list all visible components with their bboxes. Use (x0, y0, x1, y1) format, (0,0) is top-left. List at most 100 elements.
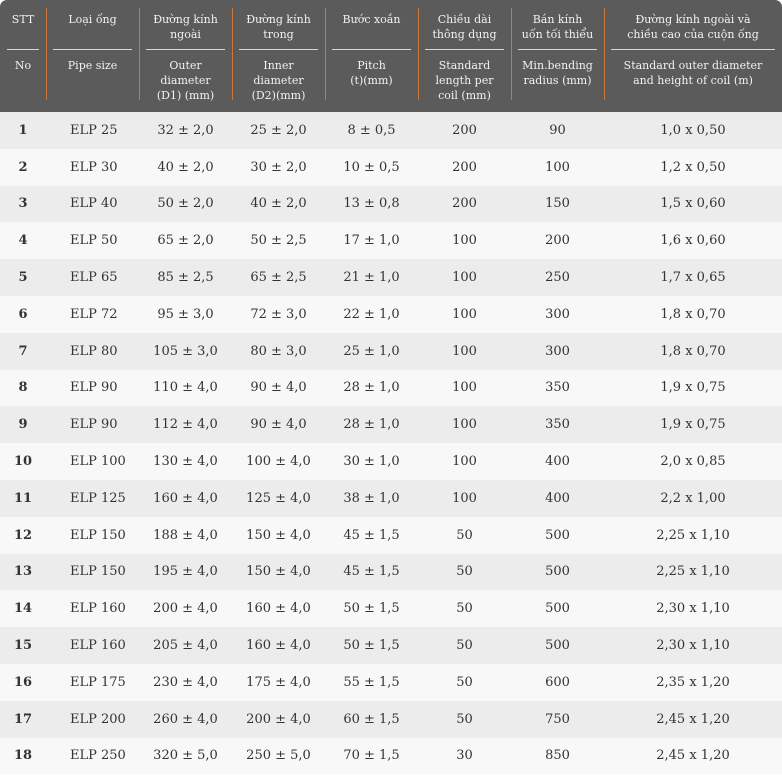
cell-text: 95 ± 3,0 (157, 306, 214, 322)
column-separator (139, 8, 140, 100)
table-cell: 188 ± 4,0 (139, 517, 232, 554)
cell-text: 2,25 x 1,10 (656, 527, 730, 543)
table-cell: 250 ± 5,0 (232, 738, 325, 775)
table-cell: 100 (418, 259, 511, 296)
table-cell: 55 ± 1,5 (325, 664, 418, 701)
cell-text: 2,35 x 1,20 (656, 674, 730, 690)
cell-text: 30 ± 2,0 (250, 159, 307, 175)
table-cell: 600 (511, 664, 604, 701)
header-cell: Chiều dài thông dụng Standard length per coi… (418, 0, 511, 112)
table-cell: 350 (511, 370, 604, 407)
table-cell: 100 (418, 480, 511, 517)
table-cell: 125 ± 4,0 (232, 480, 325, 517)
header-cell: Loại ống Pipe size (46, 0, 139, 112)
cell-text: 200 (452, 159, 477, 175)
table-cell: 17 ± 1,0 (325, 222, 418, 259)
cell-text: 70 ± 1,5 (343, 748, 400, 764)
cell-text: 72 ± 3,0 (250, 306, 307, 322)
table-cell: 400 (511, 480, 604, 517)
cell-text: ELP 125 (70, 490, 126, 506)
cell-text: 14 (13, 601, 33, 617)
table-cell: 2,45 x 1,20 (604, 738, 782, 775)
cell-text: 112 ± 4,0 (153, 417, 218, 433)
header-line: coil (mm) (438, 89, 491, 102)
cell-text: 1,2 x 0,50 (660, 159, 726, 175)
cell-text: 100 (452, 270, 477, 286)
table-cell: ELP 90 (46, 370, 139, 407)
table-cell: 2,25 x 1,10 (604, 554, 782, 591)
table-cell: 200 (418, 112, 511, 149)
table-cell: ELP 25 (46, 112, 139, 149)
header-rule (7, 49, 39, 50)
table-cell: 70 ± 1,5 (325, 738, 418, 775)
header-cell: Bước xoắn Pitch (t)(mm) (325, 0, 418, 112)
table-cell: 32 ± 2,0 (139, 112, 232, 149)
header-vi: Đường kính ngoài (139, 12, 232, 42)
table-cell: 28 ± 1,0 (325, 370, 418, 407)
cell-text: 90 ± 4,0 (250, 380, 307, 396)
table-cell: 1,7 x 0,65 (604, 259, 782, 296)
table-row: 8 ELP 90 110 ± 4,0 90 ± 4,0 28 ± 1,0 100 350 1,… (0, 369, 782, 407)
table-cell: ELP 250 (46, 738, 139, 775)
table-cell: 85 ± 2,5 (139, 259, 232, 296)
header-line: thông dụng (432, 28, 497, 41)
cell-text: 1 (18, 122, 28, 138)
cell-text: 80 ± 3,0 (250, 343, 307, 359)
table-cell: 110 ± 4,0 (139, 370, 232, 407)
table-cell: 28 ± 1,0 (325, 406, 418, 443)
table-cell: 7 (0, 333, 46, 370)
cell-text: 65 ± 2,0 (157, 233, 214, 249)
cell-text: 105 ± 3,0 (153, 343, 218, 359)
cell-text: ELP 150 (70, 527, 126, 543)
cell-text: 2,45 x 1,20 (656, 711, 730, 727)
cell-text: 8 ± 0,5 (347, 122, 396, 138)
cell-text: 30 ± 1,0 (343, 454, 400, 470)
table-row: 10 ELP 100 130 ± 4,0 100 ± 4,0 30 ± 1,0 100 40… (0, 443, 782, 480)
header-line: diameter (160, 74, 211, 87)
cell-text: 160 ± 4,0 (153, 490, 218, 506)
header-vi: Bước xoắn (325, 12, 418, 27)
cell-text: 2,30 x 1,10 (656, 601, 730, 617)
cell-text: 50 (456, 564, 473, 580)
cell-text: 175 ± 4,0 (246, 674, 311, 690)
table-cell: ELP 40 (46, 186, 139, 223)
table-cell: 300 (511, 333, 604, 370)
table-cell: 1,8 x 0,70 (604, 333, 782, 370)
table-cell: 100 (418, 296, 511, 333)
cell-text: 150 (545, 196, 570, 212)
cell-text: 7 (18, 343, 28, 359)
table-cell: 50 ± 1,5 (325, 627, 418, 664)
column-separator (418, 8, 419, 100)
cell-text: 1,8 x 0,70 (660, 306, 726, 322)
cell-text: 320 ± 5,0 (153, 748, 218, 764)
table-cell: ELP 160 (46, 627, 139, 664)
header-rule (518, 49, 597, 50)
cell-text: 1,9 x 0,75 (660, 380, 726, 396)
cell-text: 2,2 x 1,00 (660, 490, 726, 506)
cell-text: 50 (456, 674, 473, 690)
cell-text: 100 (452, 417, 477, 433)
table-cell: 65 ± 2,0 (139, 222, 232, 259)
table-cell: 1,5 x 0,60 (604, 186, 782, 223)
table-cell: 90 ± 4,0 (232, 370, 325, 407)
cell-text: 21 ± 1,0 (343, 270, 400, 286)
cell-text: 850 (545, 748, 570, 764)
cell-text: ELP 100 (70, 454, 126, 470)
cell-text: 28 ± 1,0 (343, 417, 400, 433)
cell-text: 400 (545, 490, 570, 506)
table-cell: ELP 200 (46, 701, 139, 738)
cell-text: 200 (452, 122, 477, 138)
table-cell: 50 (418, 554, 511, 591)
header-line: Pipe size (67, 59, 118, 72)
table-cell: 500 (511, 627, 604, 664)
header-rule (425, 49, 504, 50)
cell-text: 100 (452, 233, 477, 249)
table-cell: 14 (0, 590, 46, 627)
table-cell: 2 (0, 149, 46, 186)
cell-text: 160 ± 4,0 (246, 638, 311, 654)
table-cell: 6 (0, 296, 46, 333)
header-line: Bước xoắn (342, 13, 401, 26)
cell-text: 1,9 x 0,75 (660, 417, 726, 433)
header-en: Inner diameter (D2)(mm) (232, 58, 325, 103)
header-line: diameter (253, 74, 304, 87)
